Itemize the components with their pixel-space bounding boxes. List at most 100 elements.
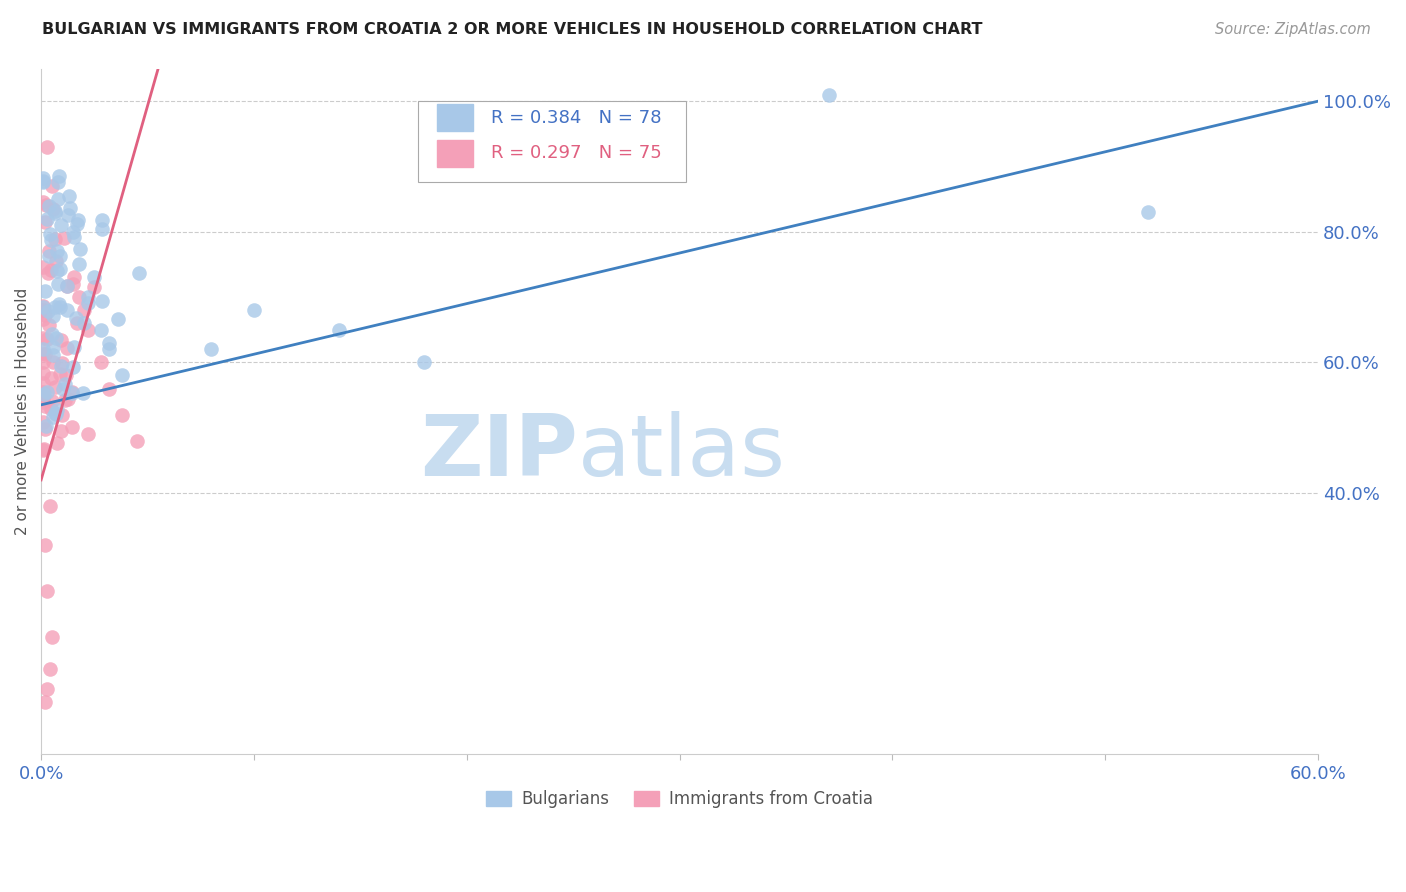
Point bbox=[42, 340, 65, 354]
Point bbox=[107, 312, 129, 326]
Point bbox=[56, 392, 79, 406]
Point bbox=[35, 418, 58, 433]
Point bbox=[45, 254, 67, 268]
Point bbox=[65, 218, 87, 232]
Point bbox=[1136, 205, 1159, 219]
Point bbox=[32, 366, 55, 380]
Point bbox=[46, 244, 69, 259]
Point bbox=[77, 427, 100, 442]
Point bbox=[45, 264, 67, 278]
Point bbox=[98, 335, 121, 350]
Point bbox=[817, 87, 839, 102]
Text: Source: ZipAtlas.com: Source: ZipAtlas.com bbox=[1215, 22, 1371, 37]
Y-axis label: 2 or more Vehicles in Household: 2 or more Vehicles in Household bbox=[15, 288, 30, 535]
Point bbox=[69, 242, 91, 256]
Point bbox=[53, 392, 76, 407]
Point bbox=[32, 194, 55, 209]
Point bbox=[60, 419, 83, 434]
Legend: Bulgarians, Immigrants from Croatia: Bulgarians, Immigrants from Croatia bbox=[479, 783, 880, 814]
Text: BULGARIAN VS IMMIGRANTS FROM CROATIA 2 OR MORE VEHICLES IN HOUSEHOLD CORRELATION: BULGARIAN VS IMMIGRANTS FROM CROATIA 2 O… bbox=[42, 22, 983, 37]
Point bbox=[32, 355, 55, 369]
Point bbox=[49, 261, 72, 276]
Point bbox=[38, 249, 60, 263]
Point bbox=[32, 395, 55, 409]
Point bbox=[34, 399, 56, 413]
Point bbox=[55, 368, 77, 383]
Point bbox=[51, 219, 73, 233]
Point bbox=[42, 348, 65, 362]
Point bbox=[32, 300, 55, 314]
Point bbox=[32, 299, 55, 313]
Text: atlas: atlas bbox=[578, 411, 786, 494]
FancyBboxPatch shape bbox=[437, 140, 472, 167]
Point bbox=[37, 266, 59, 280]
Point bbox=[41, 327, 63, 342]
Point bbox=[62, 360, 84, 375]
Point bbox=[62, 225, 84, 239]
Point bbox=[62, 277, 84, 291]
FancyBboxPatch shape bbox=[437, 104, 472, 131]
Point bbox=[32, 415, 55, 429]
Point bbox=[37, 583, 59, 598]
Point bbox=[44, 300, 66, 314]
Point bbox=[55, 303, 77, 318]
Point bbox=[38, 227, 60, 241]
Point bbox=[34, 347, 56, 361]
Point bbox=[46, 192, 69, 206]
Point bbox=[35, 198, 58, 212]
Point bbox=[45, 331, 67, 345]
Point bbox=[90, 222, 112, 236]
Point bbox=[111, 368, 134, 383]
Point bbox=[32, 260, 55, 274]
Point bbox=[46, 277, 69, 291]
Point bbox=[37, 681, 59, 696]
Point bbox=[48, 169, 70, 183]
Point bbox=[32, 387, 55, 401]
Point bbox=[37, 303, 59, 318]
Point bbox=[32, 385, 55, 400]
Point bbox=[34, 214, 56, 228]
Point bbox=[91, 293, 114, 308]
Point bbox=[49, 359, 72, 374]
Point bbox=[72, 386, 94, 401]
Point bbox=[34, 422, 56, 436]
Point bbox=[83, 279, 105, 293]
Point bbox=[42, 354, 65, 368]
Point bbox=[60, 385, 83, 400]
Point bbox=[39, 233, 62, 247]
Point bbox=[56, 279, 79, 293]
Point bbox=[90, 323, 112, 337]
Point bbox=[62, 230, 84, 244]
Point bbox=[58, 189, 80, 203]
Point bbox=[32, 388, 55, 402]
Point bbox=[51, 356, 73, 370]
Point bbox=[38, 244, 60, 258]
Point bbox=[49, 367, 72, 381]
Point bbox=[38, 662, 60, 676]
Point bbox=[49, 301, 72, 315]
Point bbox=[44, 204, 66, 219]
Point bbox=[66, 316, 89, 330]
Point bbox=[51, 333, 73, 347]
Point bbox=[41, 202, 63, 216]
Point bbox=[44, 406, 66, 420]
Point bbox=[32, 311, 55, 326]
Point bbox=[73, 303, 96, 318]
Point bbox=[77, 290, 100, 304]
Point bbox=[67, 212, 90, 227]
Point bbox=[413, 355, 436, 369]
Point bbox=[98, 382, 121, 396]
Point bbox=[46, 436, 69, 450]
Point bbox=[46, 175, 69, 189]
Point bbox=[32, 443, 55, 458]
Point bbox=[91, 212, 114, 227]
Point bbox=[56, 342, 79, 356]
Point bbox=[63, 340, 86, 354]
Point bbox=[52, 382, 75, 396]
Point bbox=[56, 279, 79, 293]
Point bbox=[39, 371, 62, 385]
Point bbox=[128, 266, 150, 280]
Point bbox=[67, 257, 90, 271]
Point bbox=[37, 140, 59, 154]
Point bbox=[45, 407, 67, 421]
